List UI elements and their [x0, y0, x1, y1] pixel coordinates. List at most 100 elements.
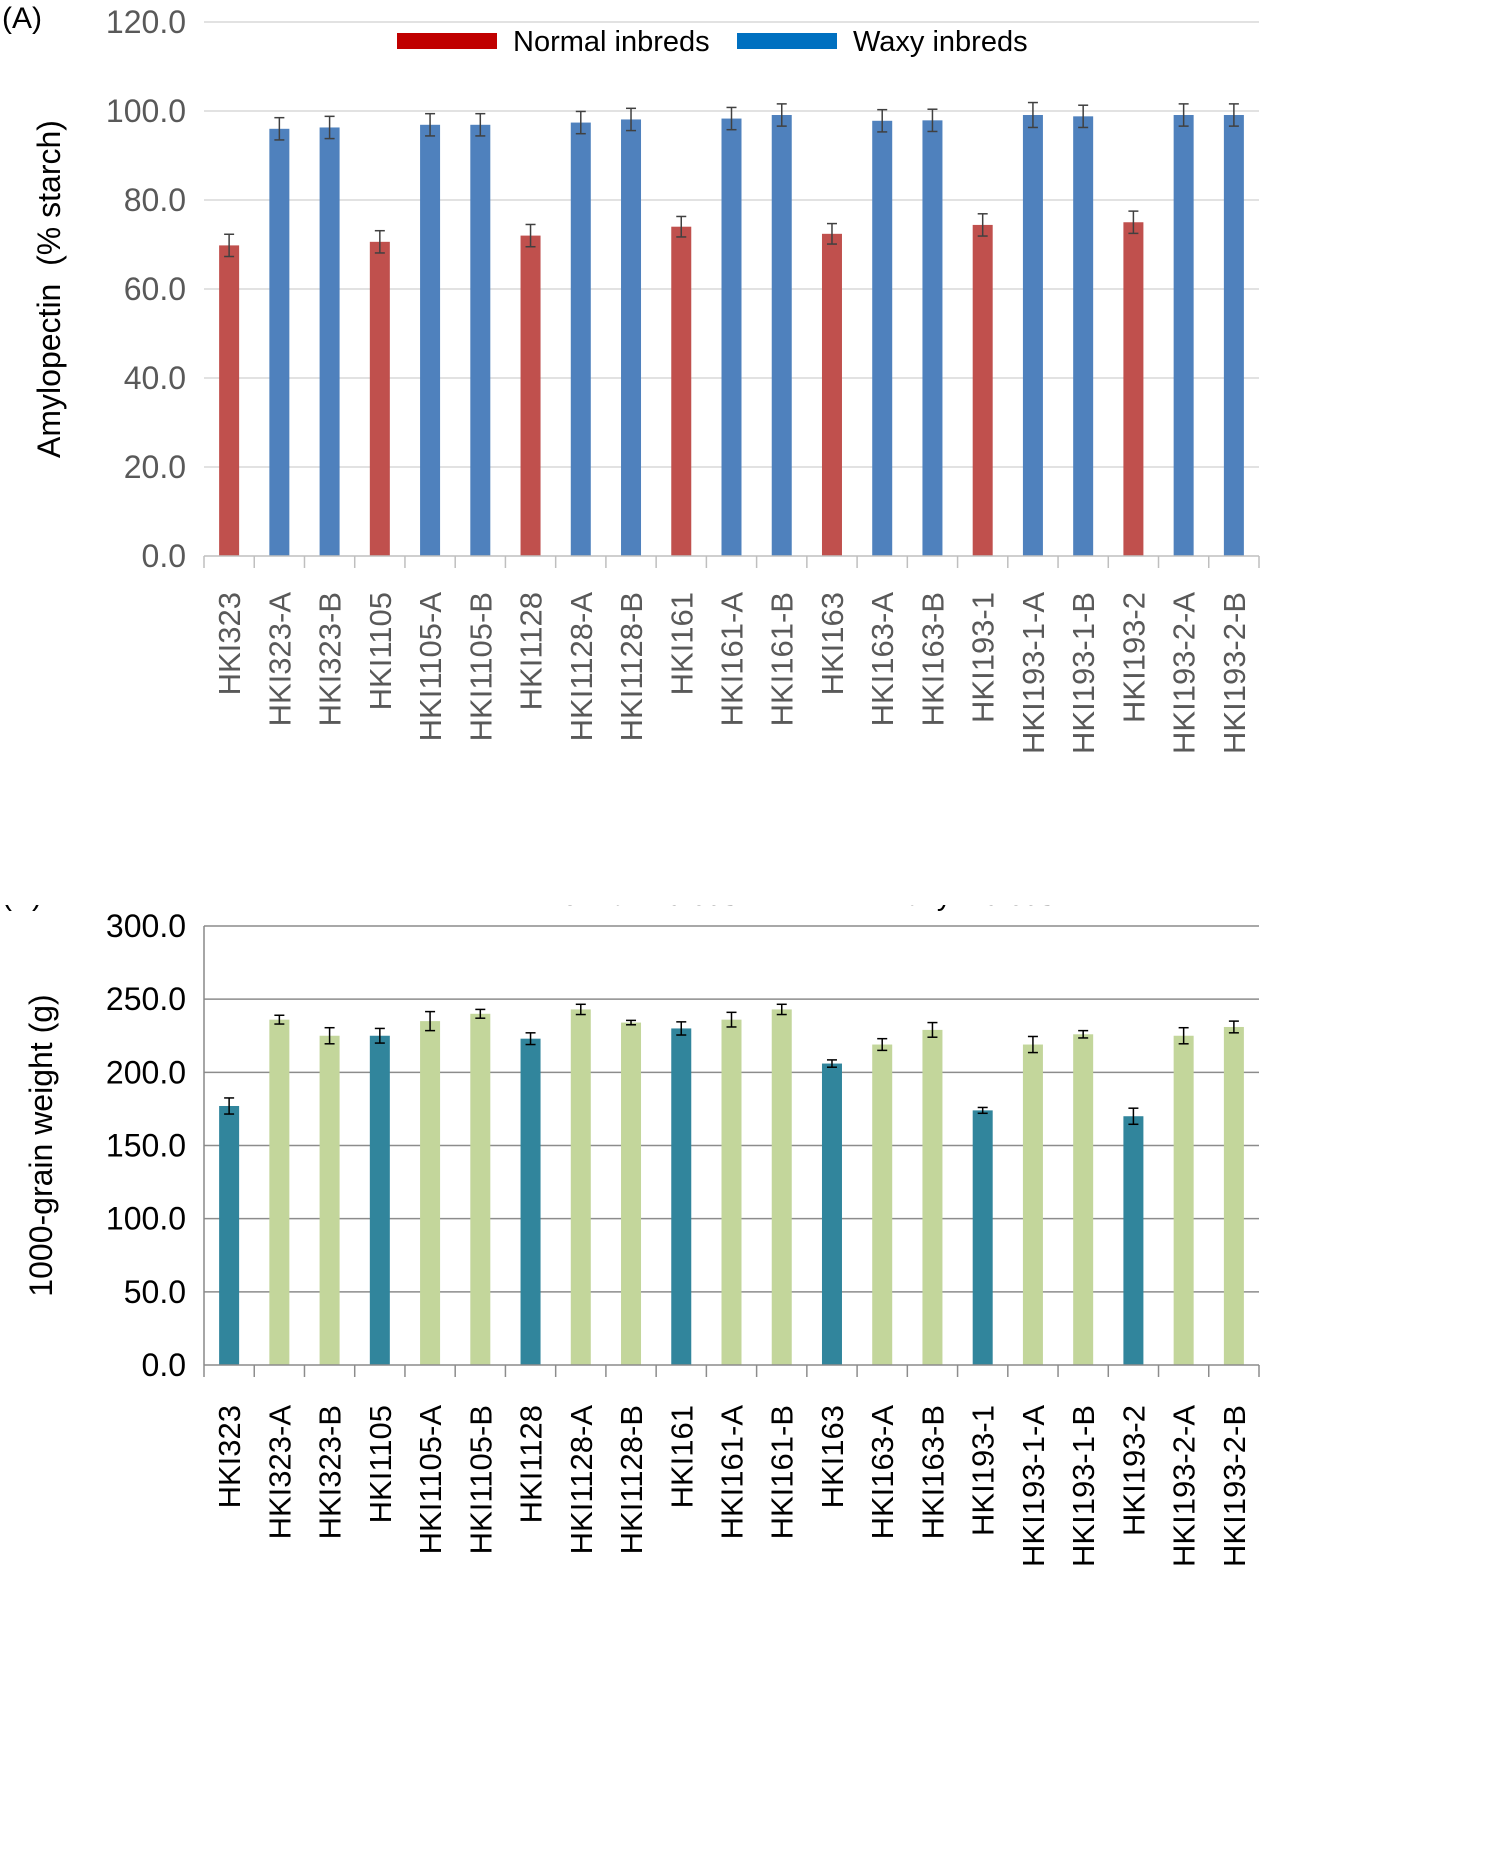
y-tick-label: 60.0 — [124, 271, 186, 307]
x-category-label: HKI163-B — [915, 1405, 950, 1539]
x-category-label: HKI161-A — [715, 592, 750, 727]
x-category-label: HKI193-1-A — [1016, 1405, 1051, 1567]
x-category-label: HKI1105-A — [413, 1405, 448, 1555]
x-category-label: HKI1105-B — [463, 1405, 498, 1554]
legend-swatch — [397, 33, 497, 49]
x-category-label: HKI193-2-B — [1217, 592, 1252, 754]
amylopectin-bar-chart: (A) 0.0 20.0 40.0 60.0 80.0 100.0 120.0 Amylopec… — [2, 2, 1260, 754]
bar-hki161-b — [771, 1009, 792, 1365]
bar-hki193-1-b — [1073, 1034, 1094, 1365]
x-category-label: HKI193-2-A — [1167, 1405, 1202, 1567]
y-tick-label: 200.0 — [106, 1054, 186, 1090]
bar-hki323 — [219, 1105, 240, 1365]
x-category-label: HKI323 — [212, 1405, 247, 1508]
bar-hki193-2-a — [1173, 1035, 1194, 1365]
y-tick-label: 300.0 — [106, 908, 186, 944]
bar-hki163-b — [922, 1029, 943, 1365]
x-category-label: HKI1105-A — [413, 592, 448, 742]
bar-hki1128 — [520, 235, 541, 556]
x-category-label: HKI193-2 — [1116, 1405, 1151, 1536]
y-tick-label: 150.0 — [106, 1128, 186, 1164]
x-category-label: HKI1128-A — [564, 592, 599, 742]
y-tick-label: 0.0 — [142, 1347, 186, 1383]
x-category-label: HKI193-1-B — [1066, 592, 1101, 754]
y-tick-label: 250.0 — [106, 981, 186, 1017]
bar-hki161 — [671, 1028, 692, 1365]
y-tick-label: 0.0 — [142, 538, 186, 574]
bar-hki161-a — [721, 118, 742, 556]
x-category-label: HKI1105 — [363, 1405, 398, 1523]
x-category-label: HKI1128 — [514, 1405, 549, 1523]
x-category-label: HKI163-B — [915, 592, 950, 726]
bar-hki1128-b — [621, 1022, 642, 1365]
x-category-label: HKI1128 — [514, 592, 549, 710]
x-category-label: HKI193-2-B — [1217, 1405, 1252, 1567]
x-category-label: HKI163 — [815, 1405, 850, 1508]
x-category-label: HKI1128-A — [564, 1405, 599, 1555]
bar-hki1105-a — [420, 124, 441, 557]
y-tick-label: 20.0 — [124, 449, 186, 485]
y-tick-label: 100.0 — [106, 93, 186, 129]
bar-hki1128-a — [570, 1009, 591, 1365]
bar-hki193-2 — [1123, 222, 1144, 556]
y-tick-label: 40.0 — [124, 360, 186, 396]
bar-hki193-1-a — [1022, 115, 1043, 556]
bar-hki193-1 — [972, 1110, 993, 1365]
bar-hki163-a — [872, 1044, 893, 1365]
legend-label: Normal inbreds — [513, 26, 710, 58]
bar-hki1105-b — [470, 1013, 491, 1365]
bar-hki193-1-a — [1022, 1044, 1043, 1365]
bar-hki1128-b — [621, 119, 642, 556]
x-category-label: HKI323-A — [262, 592, 297, 727]
x-category-label: HKI193-1-B — [1066, 1405, 1101, 1567]
x-category-label: HKI161 — [664, 1405, 699, 1508]
y-tick-label: 80.0 — [124, 182, 186, 218]
bar-hki161 — [671, 226, 692, 556]
grain-weight-bar-chart: (B) 0.0 50.0 100.0 150.0 200.0 250.0 300.0 1000-… — [2, 905, 1260, 1567]
x-category-label: HKI193-2 — [1116, 592, 1151, 723]
panel-label: (B) — [2, 905, 42, 912]
x-category-label: HKI161-B — [765, 592, 800, 726]
bar-hki323-a — [269, 128, 290, 557]
x-category-label: HKI163-A — [865, 1405, 900, 1540]
bar-hki163-b — [922, 120, 943, 556]
x-category-label: HKI163-A — [865, 592, 900, 727]
x-category-label: HKI193-2-A — [1167, 592, 1202, 754]
legend-label: Waxy inbreds — [880, 905, 1055, 912]
bar-hki193-1-b — [1073, 116, 1094, 556]
x-category-label: HKI161-A — [715, 1405, 750, 1540]
x-category-label: HKI323 — [212, 592, 247, 695]
legend-label: Normal inbreds — [541, 905, 738, 912]
bar-hki163-a — [872, 120, 893, 556]
x-category-label: HKI193-1-A — [1016, 592, 1051, 754]
chart-panel-b: (B) 0.0 50.0 100.0 150.0 200.0 250.0 300.0 1000-… — [0, 905, 1499, 1866]
x-category-label: HKI1128-B — [614, 592, 649, 741]
bar-hki323-a — [269, 1019, 290, 1365]
y-tick-label: 120.0 — [106, 4, 186, 40]
x-category-label: HKI161 — [664, 592, 699, 695]
bar-hki193-2-a — [1173, 115, 1194, 556]
bar-hki163 — [821, 233, 842, 556]
bar-hki1105-a — [420, 1021, 441, 1365]
bar-hki1128 — [520, 1038, 541, 1365]
x-category-label: HKI1105-B — [463, 592, 498, 741]
x-category-label: HKI193-1 — [966, 1405, 1001, 1536]
bar-hki161-b — [771, 115, 792, 556]
x-category-label: HKI323-A — [262, 1405, 297, 1540]
bar-hki193-2 — [1123, 1116, 1144, 1365]
y-axis-label: 1000-grain weight (g) — [23, 994, 59, 1296]
legend-swatch — [737, 33, 837, 49]
bar-hki323-b — [319, 127, 340, 556]
x-category-label: HKI323-B — [313, 592, 348, 726]
bar-hki163 — [821, 1063, 842, 1365]
bar-hki1105-b — [470, 124, 491, 557]
y-tick-label: 50.0 — [124, 1274, 186, 1310]
x-category-label: HKI161-B — [765, 1405, 800, 1539]
x-category-label: HKI1128-B — [614, 1405, 649, 1554]
bar-hki1105 — [369, 241, 390, 556]
bar-hki161-a — [721, 1019, 742, 1365]
bar-hki1128-a — [570, 122, 591, 556]
panel-label: (A) — [2, 2, 42, 35]
bar-hki323-b — [319, 1035, 340, 1365]
bar-hki193-2-b — [1223, 115, 1244, 556]
